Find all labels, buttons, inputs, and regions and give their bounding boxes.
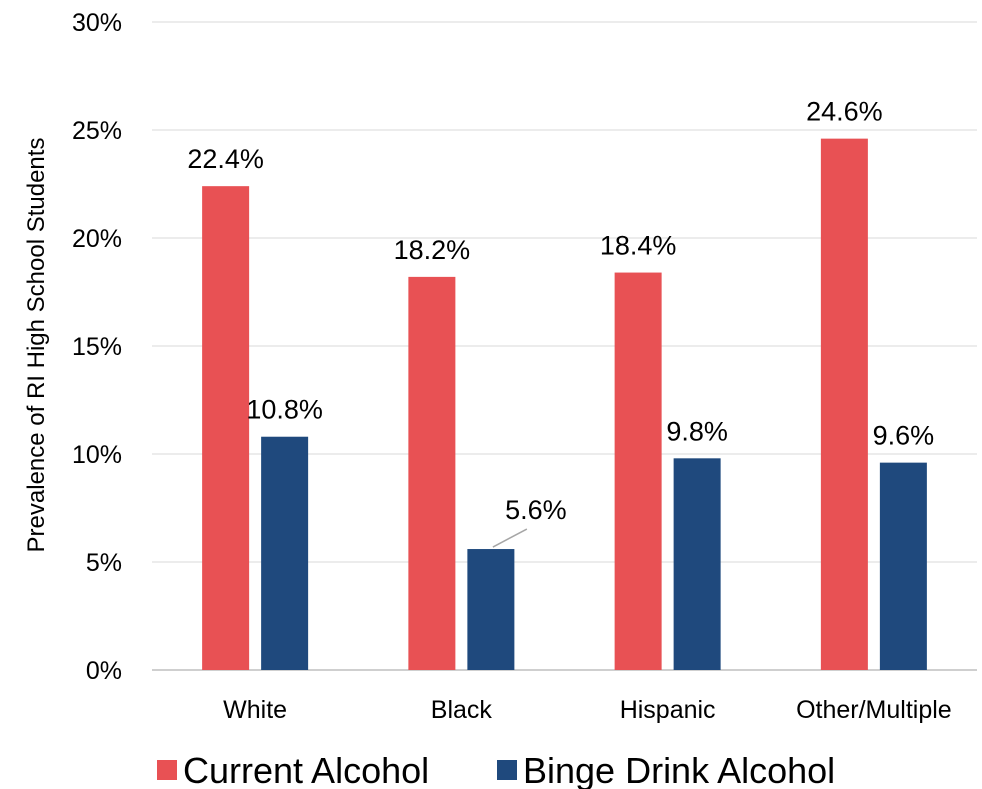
bar-current-alcohol — [820, 138, 868, 670]
bar-binge-drink-alcohol — [879, 462, 927, 670]
bar-current-alcohol — [202, 186, 250, 670]
bar-binge-drink-alcohol — [467, 549, 515, 670]
x-tick-label: White — [223, 696, 287, 724]
legend: Current Alcohol Binge Drink Alcohol — [157, 750, 835, 789]
y-axis-label: Prevalence of RI High School Students — [23, 138, 50, 553]
bar-binge-drink-alcohol — [261, 436, 309, 670]
bar-current-alcohol — [614, 272, 662, 670]
y-tick-label: 15% — [72, 333, 122, 361]
data-labels: 22.4% 10.8% 18.2% 5.6% 18.4% 9.8% 24.6% 9.6% — [187, 97, 935, 548]
data-label: 5.6% — [505, 495, 567, 525]
data-label: 18.4% — [600, 231, 677, 261]
bars — [202, 138, 927, 670]
x-tick-label: Hispanic — [620, 696, 716, 724]
legend-label: Binge Drink Alcohol — [523, 750, 835, 789]
y-tick-label: 25% — [72, 117, 122, 145]
x-tick-label: Black — [431, 696, 493, 724]
y-tick-label: 5% — [86, 549, 122, 577]
data-label: 9.6% — [873, 421, 935, 451]
y-axis-ticks: 0% 5% 10% 15% 20% 25% 30% — [72, 9, 122, 685]
legend-swatch — [497, 760, 517, 780]
data-label: 9.8% — [666, 416, 728, 446]
x-tick-label: Other/Multiple — [796, 696, 952, 724]
data-label: 24.6% — [806, 97, 883, 127]
y-tick-label: 30% — [72, 9, 122, 37]
bar-current-alcohol — [408, 276, 456, 670]
legend-swatch — [157, 760, 177, 780]
category-labels: White Black Hispanic Other/Multiple — [223, 696, 952, 724]
y-tick-label: 0% — [86, 657, 122, 685]
data-label: 22.4% — [187, 144, 264, 174]
data-label: 18.2% — [394, 235, 471, 265]
data-label-leader-line — [492, 528, 528, 548]
y-tick-label: 20% — [72, 225, 122, 253]
legend-label: Current Alcohol — [183, 750, 429, 789]
data-label: 10.8% — [246, 395, 323, 425]
bar-binge-drink-alcohol — [673, 458, 721, 670]
y-tick-label: 10% — [72, 441, 122, 469]
